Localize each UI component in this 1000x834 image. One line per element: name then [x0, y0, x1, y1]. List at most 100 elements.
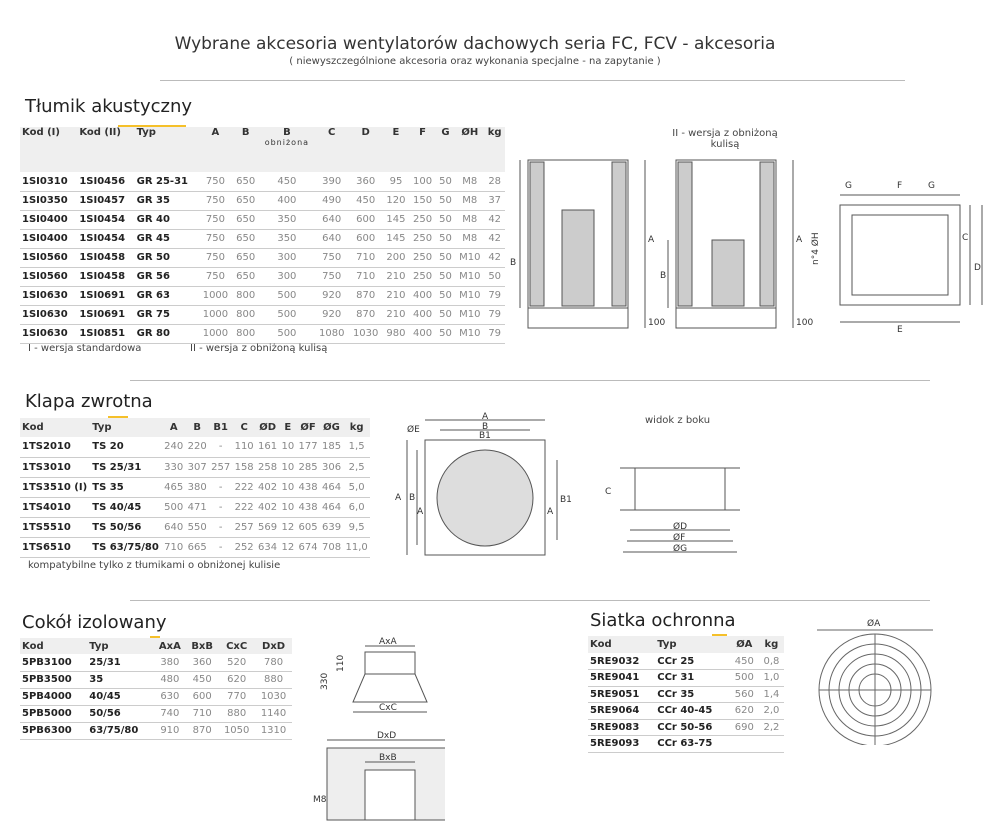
table-cell: 1TS6510 — [20, 537, 91, 558]
table-cell: 5RE9093 — [588, 735, 656, 753]
table-cell: 870 — [348, 286, 383, 306]
table-cell: 402 — [255, 497, 280, 518]
table-cell: 980 — [382, 324, 410, 344]
table-cell: 158 — [232, 457, 256, 478]
column-header: B1 — [208, 418, 233, 437]
column-header: D — [348, 127, 383, 172]
column-header: Kod — [20, 418, 91, 437]
table-cell: 402 — [255, 477, 280, 498]
dim-label-b1-side: B1 — [560, 495, 572, 505]
table-cell: 360 — [348, 172, 383, 192]
column-header: ØH — [455, 127, 485, 172]
table-cell: 1000 — [198, 324, 233, 344]
table-cell: 750 — [198, 267, 233, 287]
table-cell: 40/45 — [87, 688, 154, 706]
table-cell: 490 — [314, 191, 349, 211]
table-cell: 400 — [259, 191, 315, 211]
table-cell: 285 — [296, 457, 320, 478]
table-cell: - — [208, 477, 233, 498]
table-row: 5PB6300 63/75/80 910 870 1050 1310 — [20, 722, 292, 740]
column-header: BxB — [186, 638, 219, 654]
table-cell: 600 — [186, 688, 219, 706]
column-header: kg — [758, 636, 784, 653]
table-row: 1TS3010 TS 25/31 330 307 257 158 258 10 285 306 2,… — [20, 457, 370, 478]
column-header: C — [314, 127, 349, 172]
section-title-klapa: Klapa zwrotna — [25, 391, 153, 412]
table-cell: 2,2 — [758, 719, 784, 736]
table-cell: CCr 35 — [655, 686, 730, 703]
dim-label-b: B — [510, 258, 516, 268]
table-cell: 50/56 — [87, 705, 154, 723]
table-cell: 5RE9083 — [588, 719, 656, 736]
table-cell: 800 — [232, 286, 260, 306]
table-row: 5RE9083 CCr 50-56 690 2,2 — [588, 719, 784, 736]
dim-label-d: D — [974, 263, 981, 273]
table-cell — [729, 735, 759, 753]
table-cell: 150 — [409, 191, 436, 211]
column-header: F — [409, 127, 436, 172]
table-cell: 210 — [382, 305, 410, 325]
table-row: 5RE9041 CCr 31 500 1,0 — [588, 669, 784, 687]
column-header: Typ — [134, 127, 199, 172]
table-cell: 177 — [296, 437, 320, 458]
table-row: 1SI0400 1SI0454 GR 45 750 650 350 640 600 145 250… — [20, 229, 505, 249]
table-cell: 2,0 — [758, 702, 784, 720]
table-cell: - — [208, 437, 233, 458]
table-row: 5RE9064 CCr 40-45 620 2,0 — [588, 702, 784, 720]
column-header: Typ — [90, 418, 162, 437]
table-cell: TS 20 — [90, 437, 162, 458]
table-cell: 640 — [314, 210, 349, 230]
column-header: DxD — [255, 638, 292, 654]
dim-label-b1: B1 — [479, 431, 491, 441]
siatka-table: Kod Typ ØA kg 5RE9032 CCr 25 450 0,8 5RE9041 CCr … — [588, 636, 784, 753]
table-cell: M8 — [455, 191, 485, 211]
table-cell: 1SI0560 — [20, 248, 78, 268]
table-cell: 5PB5000 — [20, 705, 88, 723]
table-cell: 10 — [279, 497, 297, 518]
table-cell: 12 — [279, 537, 297, 558]
table-cell: 257 — [208, 457, 233, 478]
table-cell: 1030 — [255, 688, 292, 706]
dim-label-e: ØE — [407, 424, 420, 435]
table-cell: 640 — [314, 229, 349, 249]
dim-label-bxb: BxB — [379, 753, 397, 763]
table-cell: - — [208, 517, 233, 538]
table-cell: 1SI0454 — [77, 229, 135, 249]
table-cell: 28 — [484, 172, 505, 192]
table-cell: 252 — [232, 537, 256, 558]
dim-label-axa: AxA — [379, 637, 397, 647]
table-cell: 800 — [232, 324, 260, 344]
table-cell: 480 — [153, 671, 187, 689]
table-cell: 50 — [435, 172, 456, 192]
table-cell: 50 — [435, 229, 456, 249]
table-cell: 450 — [348, 191, 383, 211]
table-row: 1TS5510 TS 50/56 640 550-257 569 12 605 639 9,5 — [20, 517, 370, 538]
table-row: 5RE9051 CCr 35 560 1,4 — [588, 686, 784, 703]
table-cell: 1,4 — [758, 686, 784, 703]
dim-label-f: F — [897, 181, 902, 191]
table-cell: 5PB4000 — [20, 688, 88, 706]
dim-label-cxc: CxC — [379, 703, 397, 713]
table-cell: 400 — [409, 286, 436, 306]
table-cell: 400 — [409, 305, 436, 325]
table-cell: M10 — [455, 267, 485, 287]
table-cell: 710 — [348, 267, 383, 287]
column-header: AxA — [153, 638, 187, 654]
table-row: 1SI0350 1SI0457 GR 35 750 650 400 490 450 120 150… — [20, 191, 505, 211]
table-cell: 750 — [314, 267, 349, 287]
table-cell: 1SI0691 — [77, 286, 135, 306]
column-header: kg — [484, 127, 505, 172]
table-cell: 63/75/80 — [87, 722, 154, 740]
table-cell: 1310 — [255, 722, 292, 740]
accent-underline — [118, 125, 186, 127]
table-cell: 438 — [296, 497, 320, 518]
dim-label-a2: A — [796, 235, 803, 245]
table-cell: 450 — [729, 653, 759, 670]
table-cell: 250 — [409, 248, 436, 268]
dim-label-m8: M8 — [313, 795, 327, 805]
dim-label-330: 330 — [320, 673, 330, 690]
table-cell: 258 — [255, 457, 280, 478]
column-header: CxC — [218, 638, 256, 654]
table-cell: 185 — [319, 437, 344, 458]
klapa-table: Kod Typ A B B1 C ØD E ØF ØG kg 1TS2010 TS 20 240 220-1… — [20, 418, 370, 558]
